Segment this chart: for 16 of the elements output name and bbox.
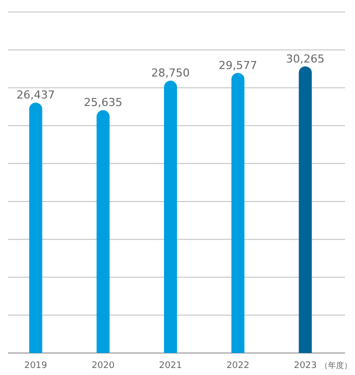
data-label: 26,437 [16, 88, 55, 102]
bar [164, 80, 177, 353]
data-label: 25,635 [84, 96, 122, 110]
bar [96, 110, 110, 353]
data-label: 30,265 [286, 52, 325, 66]
data-label: 29,577 [218, 58, 258, 72]
x-axis-title: （年度） [320, 361, 352, 370]
bar [231, 72, 244, 353]
bar [298, 66, 312, 353]
x-tick-label: 2019 [24, 361, 48, 371]
x-tick-label: 2021 [159, 361, 182, 371]
x-tick-label: 2022 [226, 361, 250, 371]
x-tick-label: 2020 [92, 361, 115, 371]
x-tick-label: 2023 [294, 361, 317, 371]
bar [29, 102, 42, 353]
data-label: 28,750 [151, 66, 190, 80]
